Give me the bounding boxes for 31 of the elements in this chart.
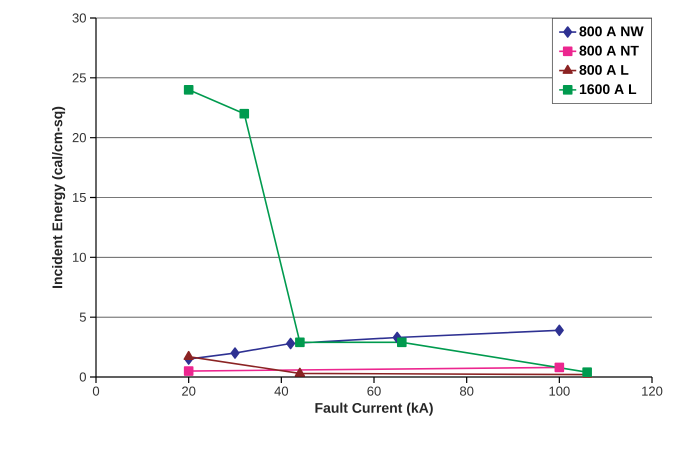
y-tick-label: 10 [72, 252, 86, 262]
y-tick-label: 0 [80, 372, 86, 382]
x-tick-label: 100 [549, 386, 570, 396]
x-tick-label: 80 [460, 386, 474, 396]
y-tick-label: 25 [72, 73, 86, 82]
y-tick-label: 15 [72, 192, 86, 202]
x-tick-label: 20 [182, 386, 196, 396]
x-tick-label: 120 [642, 386, 662, 396]
point [184, 350, 194, 360]
point [294, 368, 305, 377]
point [397, 337, 407, 348]
y-tick-label: 20 [72, 133, 86, 142]
y-tick-label: 5 [80, 312, 86, 322]
point [230, 347, 240, 359]
legend-label: 800 A L [579, 64, 628, 75]
x-tick-label: 40 [274, 386, 288, 396]
point [554, 324, 564, 336]
legend-label: 800 A NW [579, 26, 644, 36]
point [554, 362, 564, 372]
legend-label: 1600 A L [580, 84, 636, 94]
point [184, 366, 194, 376]
point [184, 84, 194, 95]
legend-label: 800 A NT [579, 46, 639, 56]
y-axis-title: Incident Energy (cal/cm-sq) [52, 106, 66, 288]
point [239, 108, 250, 119]
x-tick-label: 60 [367, 386, 381, 396]
point [286, 338, 296, 350]
x-tick-label: 0 [92, 386, 100, 396]
point [295, 337, 305, 348]
y-tick-label: 30 [72, 13, 86, 23]
x-axis-title: Fault Current (kA) [315, 402, 433, 416]
